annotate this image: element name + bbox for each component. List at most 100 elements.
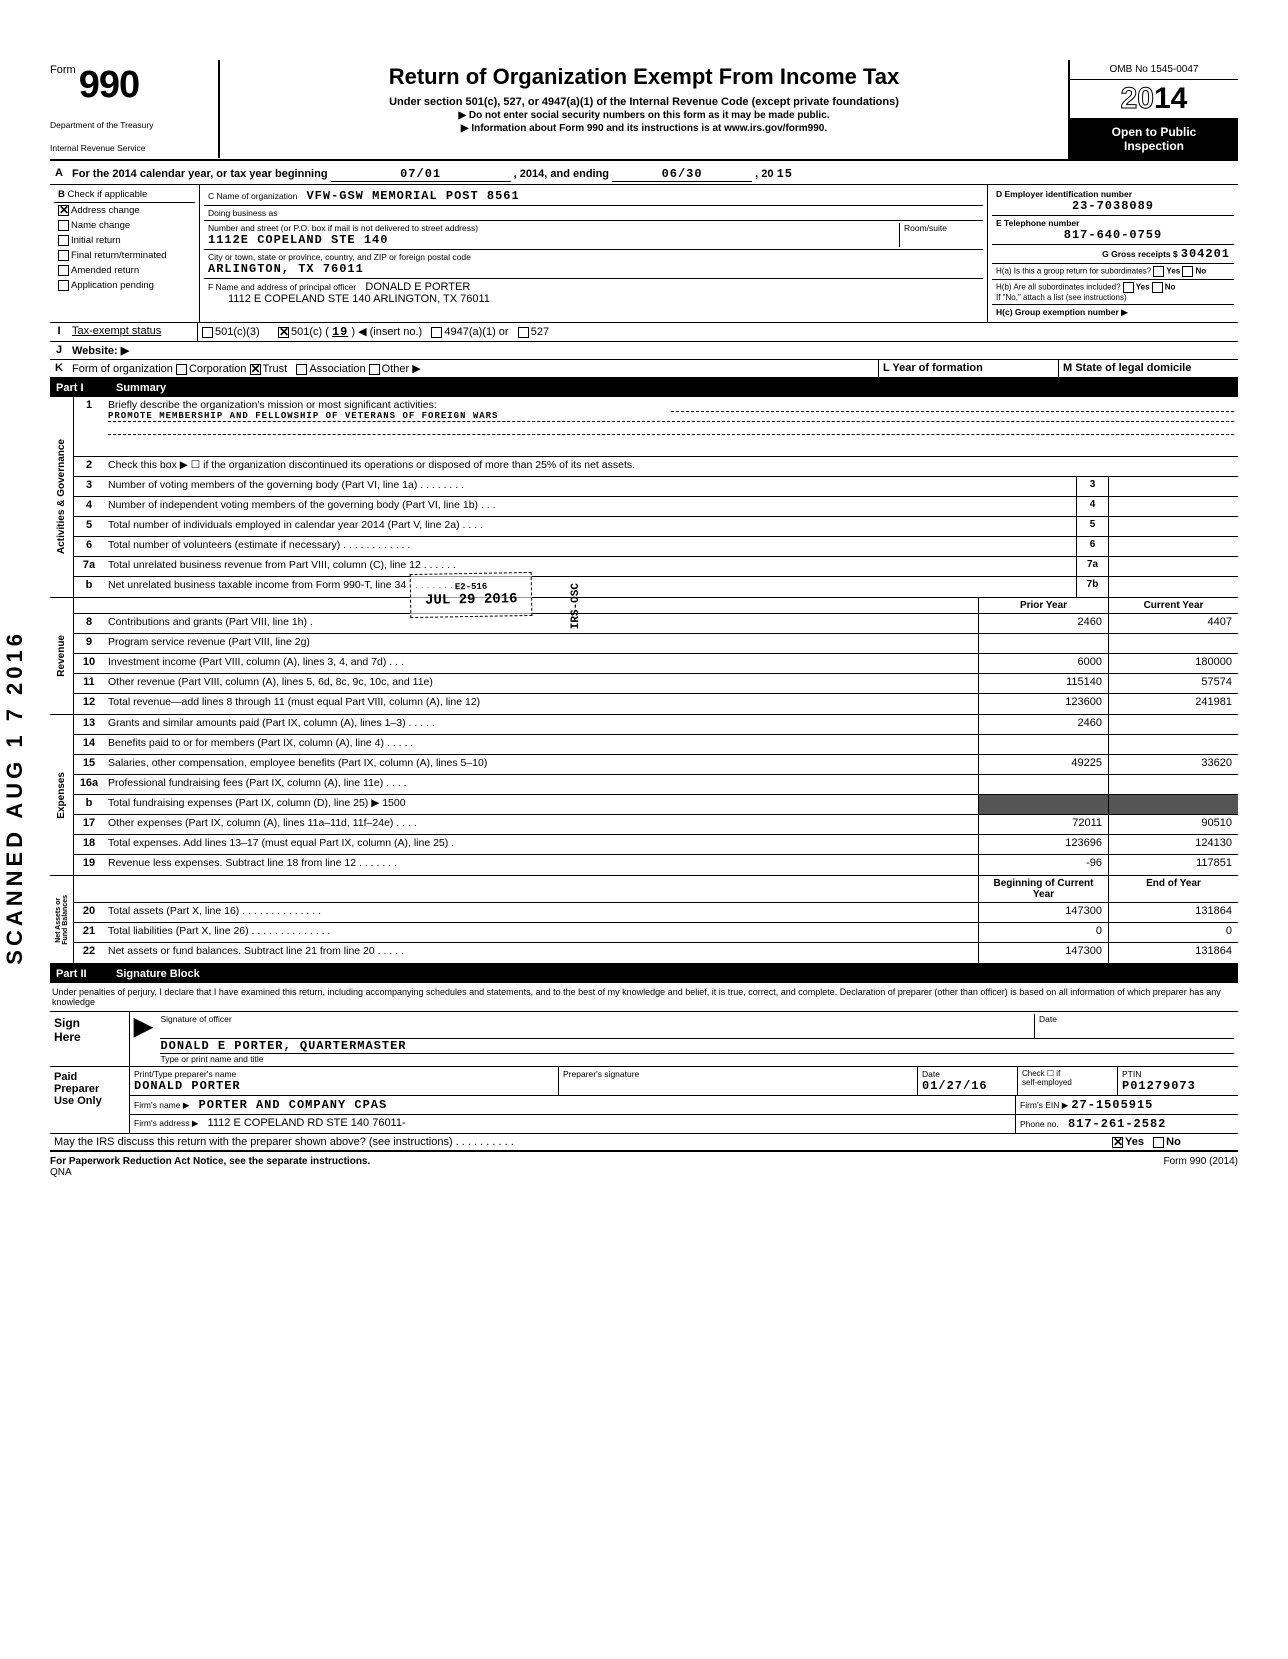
checkbox-icon[interactable] <box>518 327 529 338</box>
e-value: 817-640-0759 <box>996 228 1230 242</box>
checkbox-icon[interactable] <box>176 364 187 375</box>
line-a-begin: 07/01 <box>331 167 511 182</box>
data-line: 18 Total expenses. Add lines 13–17 (must… <box>74 835 1238 855</box>
line-text: Number of independent voting members of … <box>104 497 1076 516</box>
check-final-return[interactable]: Final return/terminated <box>54 248 195 263</box>
checkbox-icon[interactable] <box>1153 266 1164 277</box>
current-year-val: 131864 <box>1108 903 1238 922</box>
check-name-change[interactable]: Name change <box>54 218 195 233</box>
yes-label: Yes <box>1125 1136 1144 1148</box>
g-label: G Gross receipts $ <box>1102 249 1178 259</box>
checkbox-icon[interactable] <box>296 364 307 375</box>
line-text: Contributions and grants (Part VIII, lin… <box>104 614 978 633</box>
prior-year-val: 49225 <box>978 755 1108 774</box>
checkbox-icon[interactable] <box>431 327 442 338</box>
line-box: 5 <box>1076 517 1108 536</box>
line-num: 4 <box>74 497 104 516</box>
main-title: Return of Organization Exempt From Incom… <box>228 64 1060 90</box>
checkbox-icon[interactable] <box>1153 1137 1164 1148</box>
street-value: 1112E COPELAND STE 140 <box>208 233 899 247</box>
current-year-val: 241981 <box>1108 694 1238 714</box>
city-label: City or town, state or province, country… <box>208 252 979 262</box>
irs-osc-stamp: IRS-OSC <box>570 583 582 629</box>
footer: For Paperwork Reduction Act Notice, see … <box>50 1156 1238 1178</box>
line-text: Professional fundraising fees (Part IX, … <box>104 775 978 794</box>
d-value: 23-7038089 <box>996 199 1230 213</box>
f-addr: 1112 E COPELAND STE 140 ARLINGTON, TX 76… <box>208 293 490 305</box>
part2-title: Signature Block <box>116 968 200 980</box>
data-line: 8 Contributions and grants (Part VIII, l… <box>74 614 1238 634</box>
prior-year-val: 6000 <box>978 654 1108 673</box>
col-c-f: C Name of organization VFW-GSW MEMORIAL … <box>200 185 988 322</box>
current-year-val: 57574 <box>1108 674 1238 693</box>
open-line1: Open to Public <box>1072 125 1236 139</box>
line-text: Total assets (Part X, line 16) . . . . .… <box>104 903 978 922</box>
line-num: 16a <box>74 775 104 794</box>
opt-527: 527 <box>531 326 549 338</box>
checkbox-icon <box>58 280 69 291</box>
check-if-self: Check ☐ if <box>1022 1069 1060 1078</box>
checkbox-icon[interactable] <box>1152 282 1163 293</box>
gov-line: b Net unrelated business taxable income … <box>74 577 1238 597</box>
yes-label: Yes <box>1166 267 1180 276</box>
line-num: 11 <box>74 674 104 693</box>
checkbox-icon[interactable] <box>1182 266 1193 277</box>
part2-num: Part II <box>56 968 116 980</box>
line-text: Total unrelated business revenue from Pa… <box>104 557 1076 576</box>
check-amended[interactable]: Amended return <box>54 263 195 278</box>
line-text: Program service revenue (Part VIII, line… <box>104 634 978 653</box>
check-label-4: Amended return <box>71 265 139 276</box>
checkbox-icon <box>58 250 69 261</box>
checkbox-icon[interactable] <box>278 327 289 338</box>
check-address-change[interactable]: Address change <box>54 203 195 218</box>
check-application-pending[interactable]: Application pending <box>54 278 195 293</box>
current-year-val: 180000 <box>1108 654 1238 673</box>
line1-text: Briefly describe the organization's miss… <box>104 397 1238 456</box>
line2-num: 2 <box>74 457 104 476</box>
line-a: A For the 2014 calendar year, or tax yea… <box>50 165 1238 185</box>
line-val <box>1108 537 1238 556</box>
form-number: 990 <box>79 64 139 106</box>
data-line: 14 Benefits paid to or for members (Part… <box>74 735 1238 755</box>
checkbox-icon[interactable] <box>1123 282 1134 293</box>
paid-preparer-label: Paid Preparer Use Only <box>50 1067 130 1133</box>
prior-year-val: 2460 <box>978 614 1108 633</box>
checkbox-icon[interactable] <box>369 364 380 375</box>
line-num: 7a <box>74 557 104 576</box>
beg-year-header: Beginning of Current Year <box>978 876 1108 902</box>
line-num: 18 <box>74 835 104 854</box>
may-irs-row: May the IRS discuss this return with the… <box>50 1134 1238 1152</box>
line-num: 8 <box>74 614 104 633</box>
checkbox-icon[interactable] <box>250 364 261 375</box>
title-box: Return of Organization Exempt From Incom… <box>220 60 1068 138</box>
current-year-val: 90510 <box>1108 815 1238 834</box>
checkbox-icon[interactable] <box>202 327 213 338</box>
data-line: 16a Professional fundraising fees (Part … <box>74 775 1238 795</box>
line-text: Grants and similar amounts paid (Part IX… <box>104 715 978 734</box>
prior-year-val: -96 <box>978 855 1108 875</box>
self-employed-label: self-employed <box>1022 1078 1072 1087</box>
current-year-val <box>1108 795 1238 814</box>
subtitle: Under section 501(c), 527, or 4947(a)(1)… <box>228 96 1060 108</box>
no-label: No <box>1195 267 1206 276</box>
gov-line: 6 Total number of volunteers (estimate i… <box>74 537 1238 557</box>
line-a-label: A <box>50 165 68 184</box>
hb-label: H(b) Are all subordinates included? <box>996 283 1121 292</box>
data-line: 13 Grants and similar amounts paid (Part… <box>74 715 1238 735</box>
prior-year-val: 2460 <box>978 715 1108 734</box>
checkbox-icon <box>58 205 69 216</box>
current-year-val <box>1108 735 1238 754</box>
line-i: I Tax-exempt status 501(c)(3) 501(c) ( 1… <box>50 323 1238 342</box>
line-k-text: Form of organization <box>72 363 173 375</box>
no-ssn-note: ▶ Do not enter social security numbers o… <box>228 110 1060 121</box>
phone-value: 817-261-2582 <box>1068 1117 1166 1131</box>
omb-number: OMB No 1545-0047 <box>1070 60 1238 80</box>
prep-name: DONALD PORTER <box>134 1079 554 1093</box>
checkbox-icon[interactable] <box>1112 1137 1123 1148</box>
sig-officer-label: Signature of officer <box>160 1014 1034 1024</box>
f-name: DONALD E PORTER <box>365 281 470 293</box>
current-year-val <box>1108 775 1238 794</box>
data-line: 9 Program service revenue (Part VIII, li… <box>74 634 1238 654</box>
yes-label: Yes <box>1136 283 1150 292</box>
check-initial-return[interactable]: Initial return <box>54 233 195 248</box>
